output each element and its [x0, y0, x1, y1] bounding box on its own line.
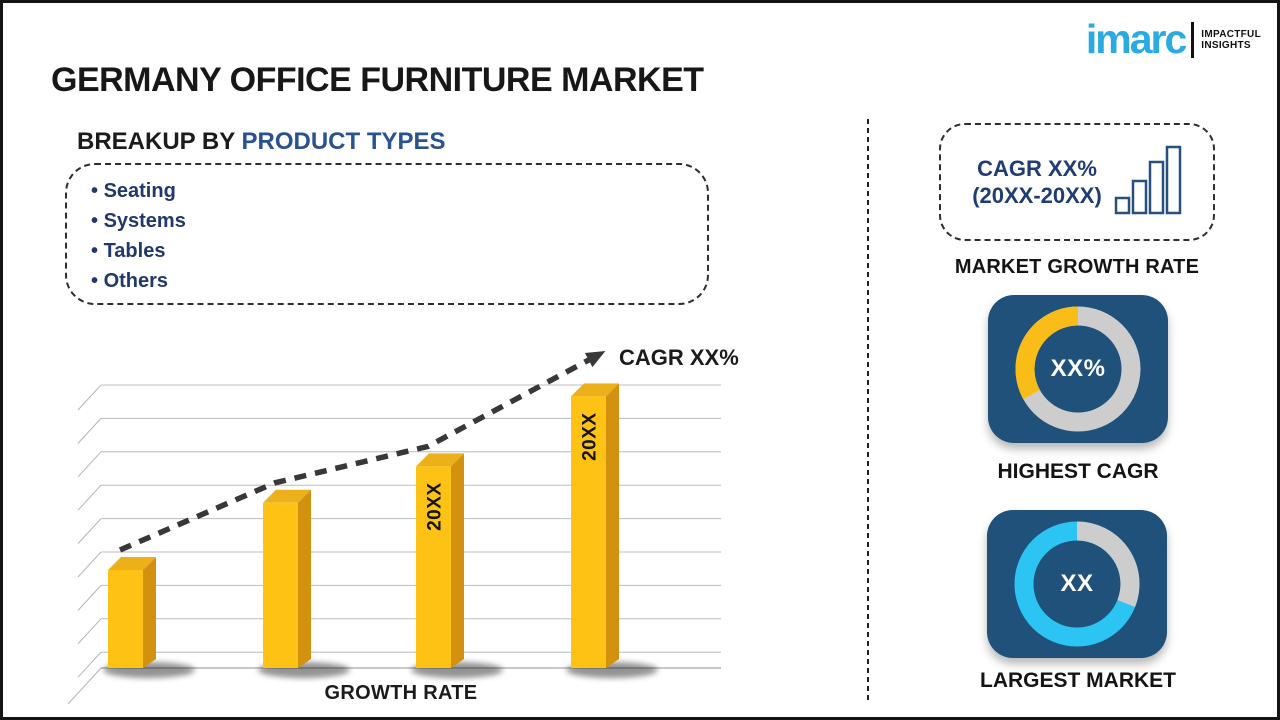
largest-market-value: XX [1060, 570, 1094, 597]
svg-text:20XX: 20XX [425, 482, 446, 530]
list-item: Tables [91, 236, 707, 266]
imarc-wordmark: imarc [1085, 16, 1187, 62]
vertical-dashed-divider [867, 119, 869, 703]
chart-x-axis-label: GROWTH RATE [324, 682, 478, 704]
highest-cagr-label: HIGHEST CAGR [997, 460, 1159, 483]
cagr-period-line: (20XX-20XX) [972, 183, 1102, 208]
largest-market-donut-icon [1014, 521, 1140, 647]
ascending-bars-icon [1114, 145, 1182, 215]
breakup-heading: BREAKUP BY PRODUCT TYPES [77, 128, 446, 156]
product-types-box: Seating Systems Tables Others [65, 163, 709, 305]
cagr-value-line: CAGR XX% [977, 156, 1097, 181]
cagr-period-text: CAGR XX% (20XX-20XX) [972, 155, 1102, 209]
largest-market-label: LARGEST MARKET [980, 669, 1176, 692]
page-title: GERMANY OFFICE FURNITURE MARKET [51, 61, 704, 99]
largest-market-tile: XX [987, 510, 1167, 658]
logo-tagline-line2: INSIGHTS [1201, 39, 1251, 51]
market-growth-rate-box: CAGR XX% (20XX-20XX) [939, 123, 1215, 241]
highest-cagr-value: XX% [1050, 355, 1106, 382]
svg-text:20XX: 20XX [580, 412, 601, 460]
logo-tagline: IMPACTFUL INSIGHTS [1201, 29, 1261, 51]
trend-cagr-label: CAGR XX% [619, 345, 739, 370]
breakup-heading-highlight: PRODUCT TYPES [241, 128, 446, 155]
list-item: Seating [91, 176, 707, 206]
product-types-list: Seating Systems Tables Others [91, 176, 707, 296]
growth-rate-bar-chart: 20XX 20XX [67, 350, 721, 705]
list-item: Others [91, 266, 707, 296]
logo-tagline-line1: IMPACTFUL [1201, 28, 1261, 40]
highest-cagr-donut-icon [1015, 306, 1141, 432]
logo-divider [1191, 21, 1195, 58]
breakup-heading-prefix: BREAKUP BY [77, 128, 242, 155]
market-growth-rate-label: MARKET GROWTH RATE [954, 256, 1200, 278]
list-item: Systems [91, 206, 707, 236]
highest-cagr-tile: XX% [988, 295, 1168, 443]
imarc-logo: imarc IMPACTFUL INSIGHTS [1086, 19, 1261, 60]
